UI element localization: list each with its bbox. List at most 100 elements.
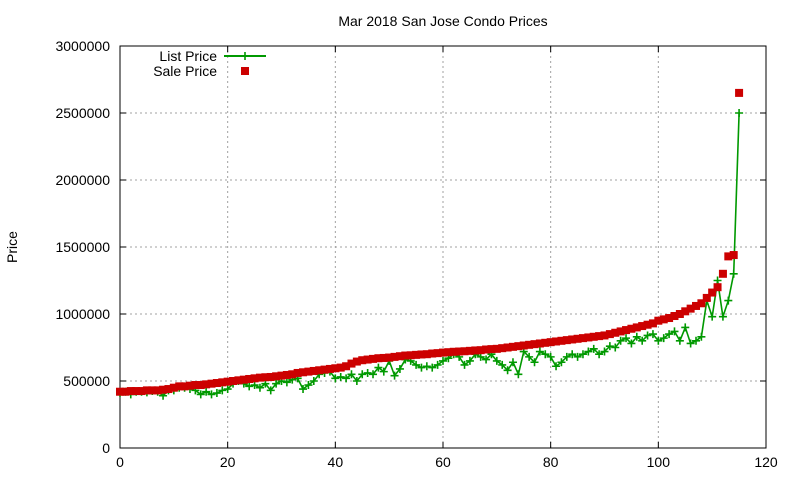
data-point (648, 330, 657, 339)
data-point (255, 383, 264, 392)
data-point (169, 383, 178, 392)
data-point (250, 381, 259, 390)
data-point (718, 269, 727, 278)
data-point (508, 358, 517, 367)
data-point (729, 251, 738, 260)
data-point (552, 337, 561, 346)
data-point (584, 347, 593, 356)
data-point (121, 387, 130, 396)
data-point (665, 314, 674, 323)
data-point (159, 385, 168, 394)
data-point (605, 342, 614, 351)
data-point (449, 347, 458, 356)
data-point (444, 348, 453, 357)
x-tick-label: 80 (543, 454, 559, 470)
x-tick-label: 100 (647, 454, 671, 470)
legend-marker-sale-price (241, 67, 249, 75)
data-point (573, 334, 582, 343)
data-point (369, 370, 378, 379)
data-point (482, 345, 491, 354)
data-point (643, 331, 652, 340)
data-point (584, 333, 593, 342)
data-point (600, 331, 609, 340)
data-point (487, 345, 496, 354)
data-point (476, 352, 485, 361)
data-point (293, 368, 302, 377)
data-point (535, 339, 544, 348)
data-point (611, 328, 620, 337)
data-point (724, 296, 733, 305)
data-point (261, 373, 270, 382)
data-point (218, 386, 227, 395)
data-point (686, 339, 695, 348)
data-point (675, 310, 684, 318)
data-point (369, 354, 378, 363)
data-point (686, 304, 695, 313)
data-point (412, 360, 421, 369)
data-point (272, 379, 281, 388)
data-point (342, 362, 351, 371)
data-point (632, 332, 641, 341)
data-point (514, 370, 523, 379)
data-point (498, 344, 507, 353)
data-point (465, 356, 474, 365)
y-tick-label: 2500000 (55, 105, 110, 121)
data-point (191, 381, 200, 390)
data-point (541, 350, 550, 359)
data-point (331, 374, 340, 383)
data-point (675, 336, 684, 345)
data-point (702, 293, 711, 302)
legend-label-sale-price: Sale Price (153, 63, 217, 79)
data-point (697, 332, 706, 341)
y-tick-label: 1000000 (55, 306, 110, 322)
data-point (185, 381, 194, 390)
data-point (595, 332, 604, 341)
x-tick-label: 0 (116, 454, 124, 470)
data-point (697, 299, 706, 308)
data-point (460, 360, 469, 369)
data-point (153, 386, 162, 395)
data-point (212, 379, 221, 388)
data-point (395, 364, 404, 373)
data-point (207, 390, 216, 399)
data-point (503, 366, 512, 375)
data-point (266, 386, 275, 395)
data-point (530, 340, 539, 349)
data-point (282, 378, 291, 387)
data-point (476, 346, 485, 355)
data-point (530, 358, 539, 367)
data-point (439, 348, 447, 357)
data-point (595, 350, 604, 359)
data-point (439, 356, 447, 365)
chart-title: Mar 2018 San Jose Condo Prices (338, 13, 547, 29)
data-point (632, 323, 641, 332)
data-point (417, 350, 426, 359)
data-point (207, 379, 216, 388)
data-point (422, 350, 431, 359)
data-point (562, 336, 571, 345)
data-point (648, 319, 657, 328)
data-point (180, 382, 189, 391)
y-tick-label: 500000 (63, 373, 110, 389)
data-point (492, 356, 501, 365)
data-point (600, 347, 609, 356)
data-point (670, 327, 679, 336)
data-point (137, 387, 146, 396)
data-point (358, 356, 367, 365)
x-tick-label: 60 (435, 454, 451, 470)
data-point (385, 353, 394, 362)
data-point (288, 370, 297, 379)
data-point (498, 360, 507, 369)
data-point (627, 324, 636, 333)
data-point (229, 377, 238, 385)
ticks-layer: 0 500000 1000000 1500000 2000000 2500000 30000… (55, 38, 777, 470)
data-point (573, 352, 582, 361)
data-point (735, 88, 744, 97)
data-point (401, 351, 410, 360)
data-point (148, 386, 157, 395)
data-point (508, 342, 517, 351)
data-point (471, 346, 480, 355)
data-point (116, 387, 124, 396)
legend-marker-list-price (241, 52, 249, 60)
